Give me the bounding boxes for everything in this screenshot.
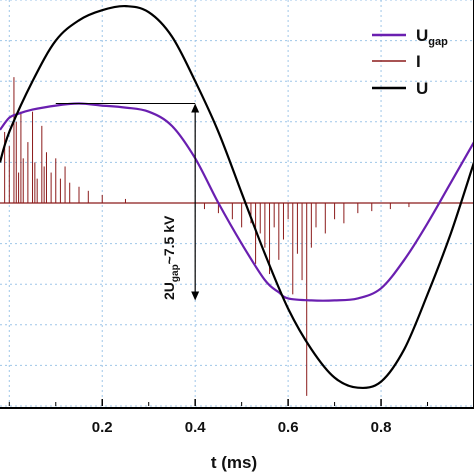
annotation-label-sub: gap bbox=[170, 264, 181, 282]
series-ugap-line bbox=[0, 102, 474, 302]
annotation-label-rest: ~7.5 kV bbox=[161, 215, 177, 264]
x-axis-title: t (ms) bbox=[211, 453, 257, 472]
x-tick-label: 0.4 bbox=[185, 419, 207, 436]
legend: Ugap I U bbox=[372, 26, 448, 98]
series-lines bbox=[0, 4, 474, 396]
x-axis-ticks: 0.2 0.4 0.6 0.8 bbox=[8, 399, 429, 436]
legend-label-i: I bbox=[416, 52, 421, 71]
plot-frame bbox=[0, 0, 474, 409]
annotation-arrowhead-bottom bbox=[191, 291, 200, 301]
x-tick-label: 0.8 bbox=[371, 419, 392, 436]
annotation-arrowhead-top bbox=[191, 103, 200, 113]
series-u-line bbox=[0, 4, 474, 390]
annotation-label-main: 2U bbox=[161, 282, 177, 300]
legend-label-ugap: Ugap bbox=[416, 26, 448, 48]
legend-label-ugap-main: U bbox=[416, 26, 428, 45]
legend-label-ugap-sub: gap bbox=[428, 36, 448, 48]
legend-label-u: U bbox=[416, 79, 428, 98]
x-tick-label: 0.6 bbox=[278, 419, 299, 436]
annotation: 2Ugap~7.5 kV bbox=[55, 103, 200, 301]
x-tick-label: 0.2 bbox=[92, 419, 113, 436]
annotation-label: 2Ugap~7.5 kV bbox=[161, 215, 181, 300]
